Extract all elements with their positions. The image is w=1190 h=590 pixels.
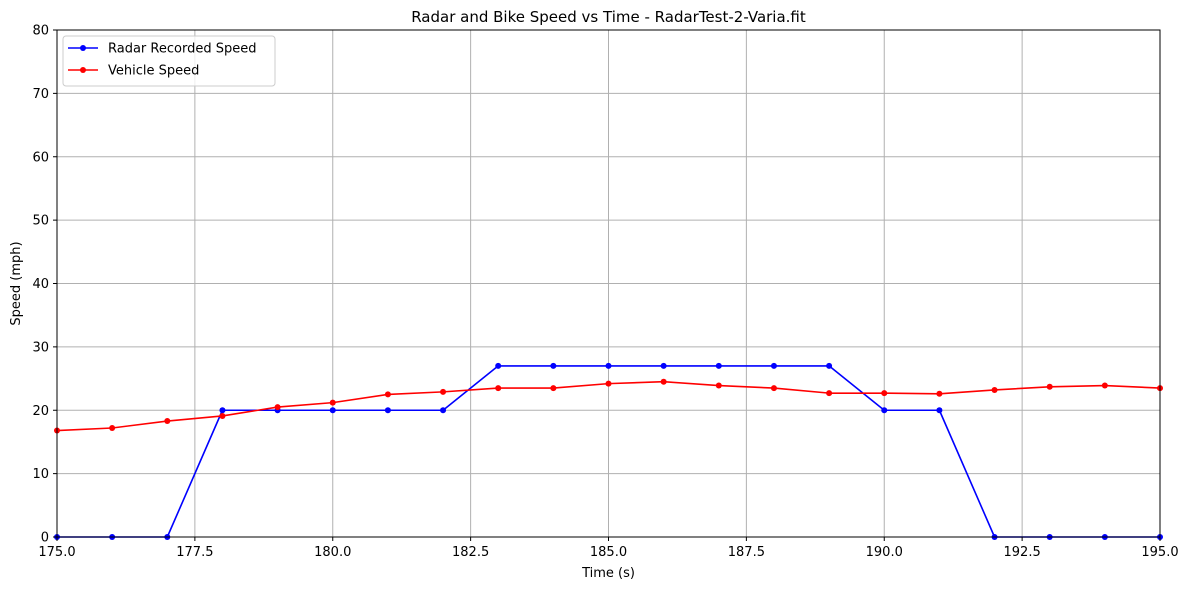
data-point — [991, 386, 998, 393]
y-tick-label: 20 — [32, 404, 49, 419]
chart-title: Radar and Bike Speed vs Time - RadarTest… — [411, 8, 806, 26]
y-tick-label: 70 — [32, 87, 49, 102]
data-point — [550, 362, 557, 369]
data-point — [936, 407, 943, 414]
x-tick-label: 190.0 — [866, 545, 903, 560]
x-tick-label: 180.0 — [314, 545, 351, 560]
data-point — [219, 407, 226, 414]
data-point — [384, 407, 391, 414]
legend-marker — [80, 67, 86, 73]
data-point — [826, 390, 833, 397]
data-point — [329, 399, 336, 406]
data-point — [770, 362, 777, 369]
y-tick-label: 10 — [32, 467, 49, 482]
y-tick-label: 0 — [41, 531, 49, 546]
x-tick-label: 182.5 — [452, 545, 489, 560]
legend-marker — [80, 45, 86, 51]
data-point — [329, 407, 336, 414]
data-point — [715, 362, 722, 369]
x-tick-label: 177.5 — [176, 545, 213, 560]
data-point — [826, 362, 833, 369]
y-axis-label: Speed (mph) — [9, 241, 24, 325]
x-tick-label: 192.5 — [1004, 545, 1041, 560]
x-axis-label: Time (s) — [581, 566, 635, 581]
data-point — [936, 390, 943, 397]
data-point — [1101, 382, 1108, 389]
x-tick-label: 175.0 — [38, 545, 75, 560]
y-tick-label: 60 — [32, 150, 49, 165]
data-point — [881, 407, 888, 414]
y-tick-label: 40 — [32, 277, 49, 292]
legend-label: Radar Recorded Speed — [108, 42, 256, 57]
data-point — [770, 385, 777, 392]
legend: Radar Recorded Speed Vehicle Speed — [62, 35, 276, 87]
y-tick-label: 30 — [32, 340, 49, 355]
data-point — [660, 378, 667, 385]
data-point — [495, 385, 502, 392]
series-radar-recorded-speed — [54, 362, 1163, 540]
x-tick-label: 195.0 — [1141, 545, 1178, 560]
x-tick-label: 187.5 — [728, 545, 765, 560]
data-point — [881, 390, 888, 397]
y-tick-label: 80 — [32, 24, 49, 39]
legend-box — [62, 35, 276, 87]
data-point — [384, 391, 391, 398]
data-point — [1046, 383, 1053, 390]
data-point — [219, 412, 226, 419]
series-vehicle-speed — [54, 378, 1163, 434]
x-tick-label: 185.0 — [590, 545, 627, 560]
data-point — [660, 362, 667, 369]
data-point — [605, 380, 612, 387]
data-point — [495, 362, 502, 369]
series-lines — [54, 362, 1163, 540]
data-point — [440, 407, 447, 414]
data-point — [274, 404, 281, 411]
data-point — [715, 382, 722, 389]
axis-ticks: 175.0 177.5 180.0 182.5 185.0 187.5 190.0 192.5… — [32, 24, 1178, 561]
data-point — [605, 362, 612, 369]
data-point — [440, 388, 447, 395]
data-point — [164, 418, 171, 425]
data-point — [109, 425, 116, 431]
y-tick-label: 50 — [32, 214, 49, 229]
legend-label: Vehicle Speed — [108, 64, 199, 79]
data-point — [550, 385, 557, 392]
